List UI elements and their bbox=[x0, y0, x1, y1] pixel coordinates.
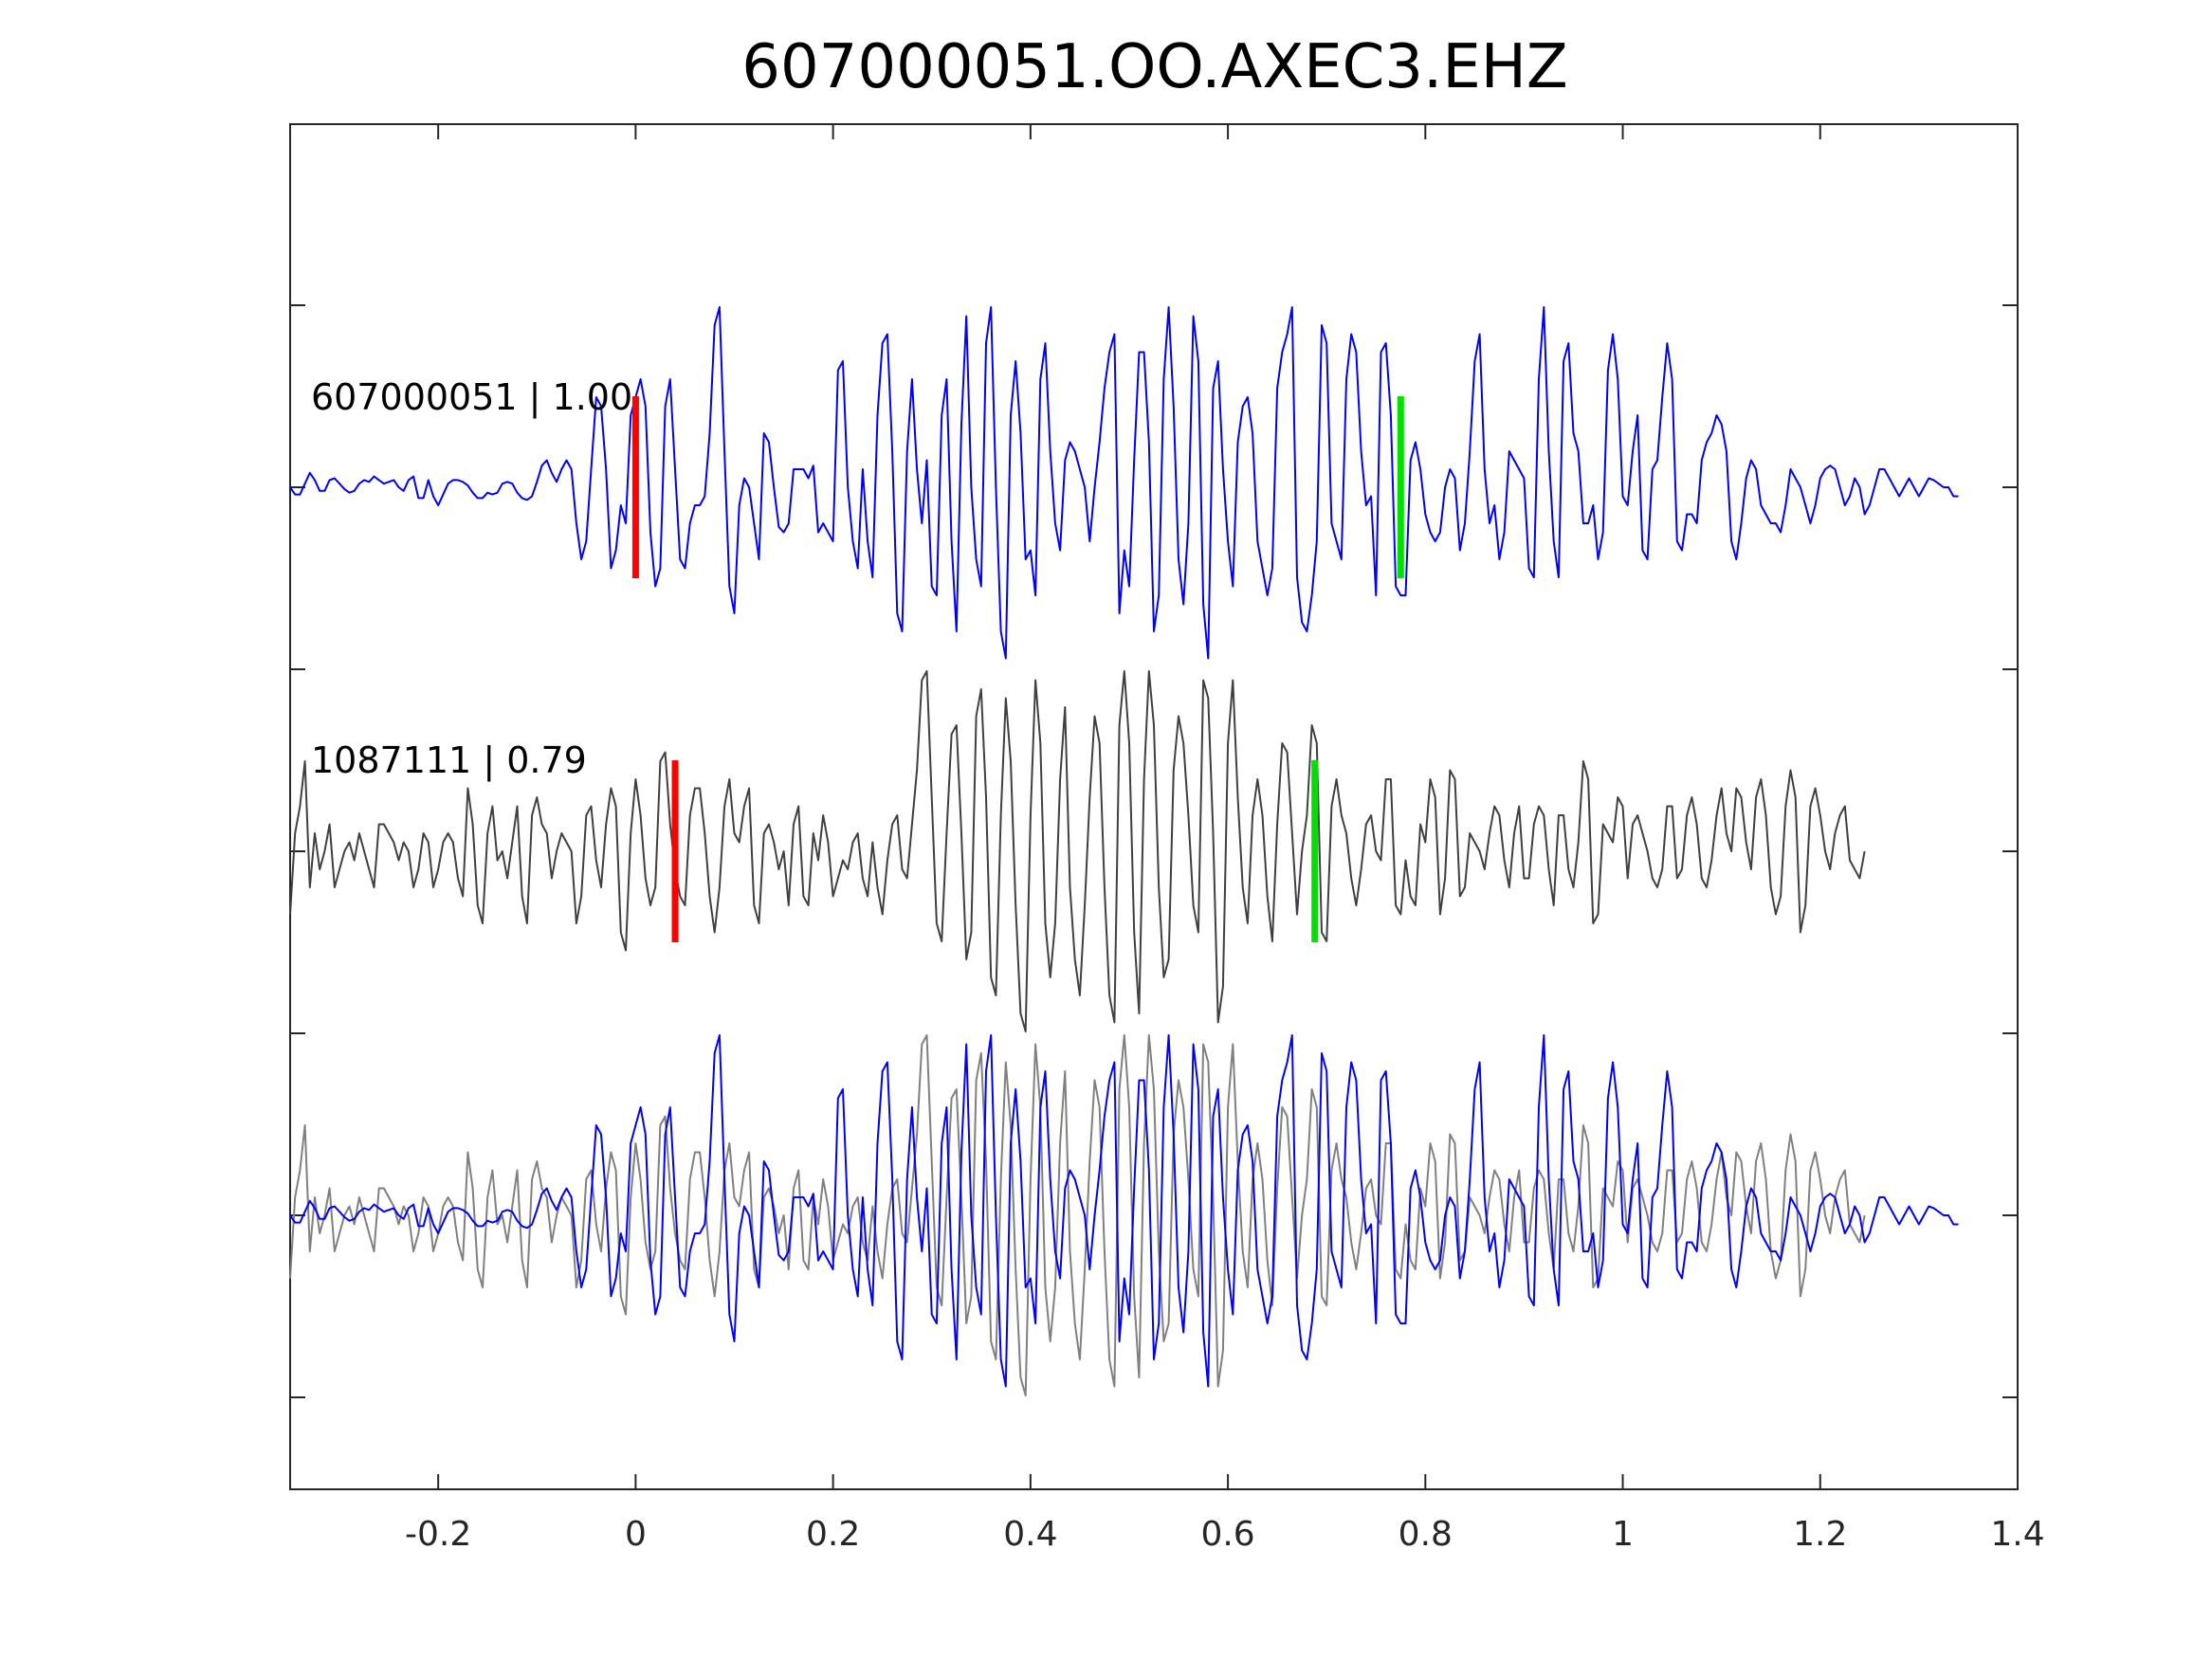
trace-panel-detection: 1087111 | 0.79 bbox=[289, 670, 1866, 1032]
x-tick-label: 1.4 bbox=[1990, 1515, 2044, 1554]
phase-picks-template bbox=[631, 396, 1404, 578]
x-tick-label: 0.2 bbox=[806, 1515, 860, 1554]
x-tick-label: 0.4 bbox=[1003, 1515, 1057, 1554]
overlay-detection-trace bbox=[289, 1034, 1866, 1396]
trace-label-template: 607000051 | 1.00 bbox=[311, 376, 632, 419]
x-tick-label: 0 bbox=[625, 1515, 647, 1554]
detection-trace bbox=[289, 670, 1866, 1032]
template-trace bbox=[289, 306, 1959, 660]
x-tick-label: 0.6 bbox=[1200, 1515, 1254, 1554]
trace-label-detection: 1087111 | 0.79 bbox=[311, 739, 587, 782]
x-tick-label: 1.2 bbox=[1793, 1515, 1847, 1554]
x-tick-label: 0.8 bbox=[1398, 1515, 1453, 1554]
x-axis: -0.2 0 0.2 0.4 0.6 0.8 1 1.2 1.4 bbox=[405, 124, 2045, 1554]
x-tick-label: -0.2 bbox=[405, 1515, 471, 1554]
x-tick-label: 1 bbox=[1612, 1515, 1634, 1554]
trace-panel-template: 607000051 | 1.00 bbox=[289, 306, 1959, 660]
overlay-template-trace bbox=[289, 1034, 1959, 1388]
chart-title: 607000051.OO.AXEC3.EHZ bbox=[741, 32, 1568, 102]
y-tick-marks bbox=[290, 304, 2018, 1398]
phase-picks-detection bbox=[671, 760, 1319, 942]
plot-area bbox=[289, 123, 2019, 1490]
trace-panel-overlay bbox=[289, 1034, 1959, 1396]
